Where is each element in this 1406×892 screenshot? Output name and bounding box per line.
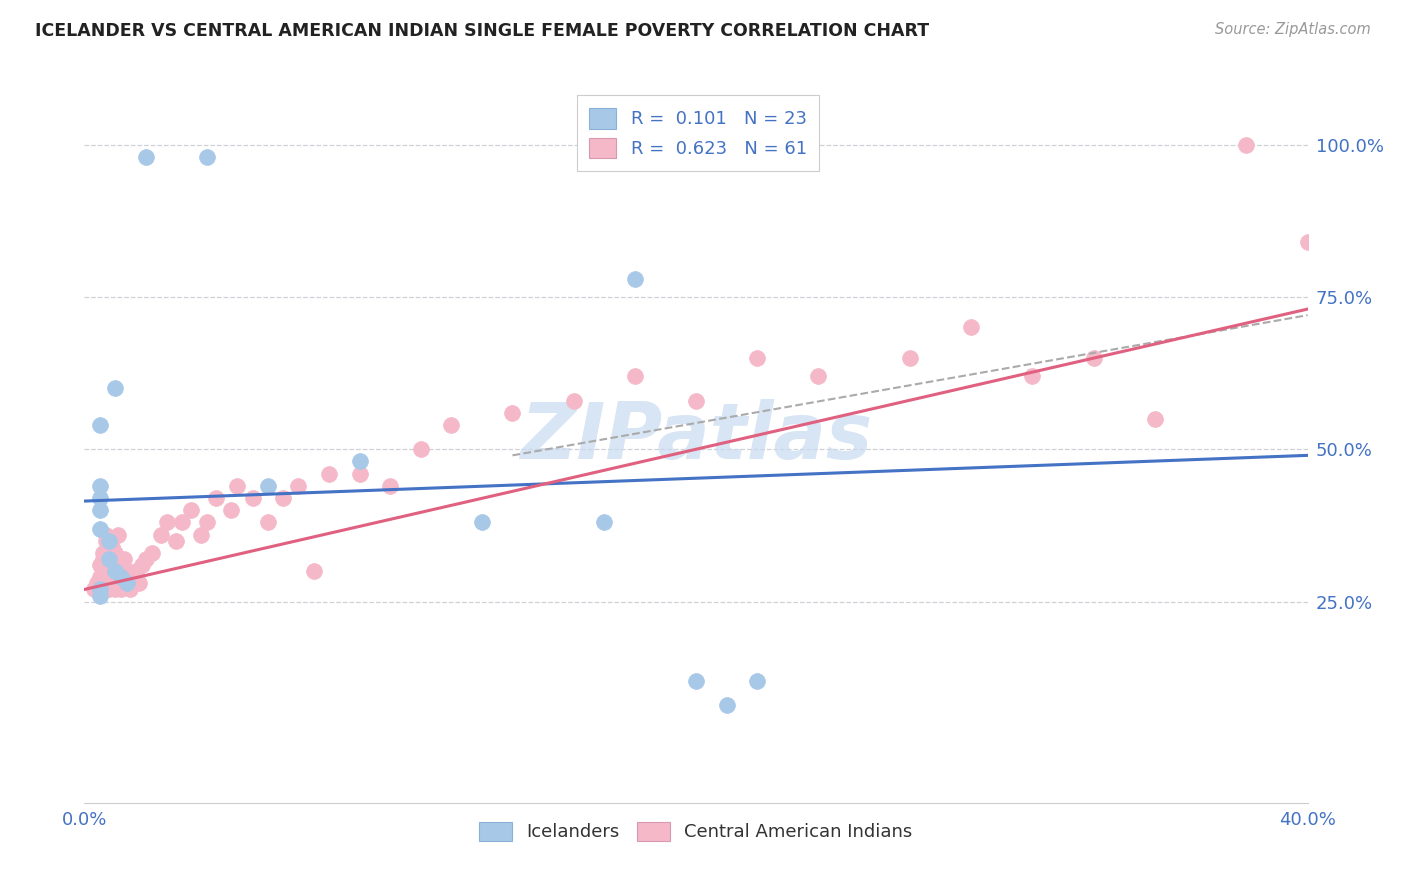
Point: [409, 442, 432, 457]
Legend: Icelanders, Central American Indians: Icelanders, Central American Indians: [472, 814, 920, 848]
Point: [89, 570, 111, 584]
Point: [440, 417, 463, 432]
Point: [94, 533, 117, 548]
Point: [131, 558, 153, 573]
Point: [89, 491, 111, 505]
Point: [195, 150, 218, 164]
Point: [471, 516, 494, 530]
Point: [122, 576, 145, 591]
Point: [89, 417, 111, 432]
Point: [624, 271, 647, 285]
Text: Source: ZipAtlas.com: Source: ZipAtlas.com: [1215, 22, 1371, 37]
Point: [141, 546, 163, 560]
Point: [318, 467, 340, 481]
Point: [624, 369, 647, 384]
Point: [83, 582, 105, 597]
Point: [205, 491, 228, 505]
Point: [135, 552, 157, 566]
Point: [128, 576, 150, 591]
Point: [135, 150, 157, 164]
Point: [716, 698, 738, 713]
Point: [1296, 235, 1319, 249]
Point: [172, 516, 194, 530]
Point: [107, 527, 129, 541]
Point: [97, 552, 120, 566]
Point: [349, 454, 371, 468]
Point: [112, 576, 135, 591]
Point: [593, 516, 616, 530]
Point: [562, 393, 585, 408]
Point: [89, 503, 111, 517]
Point: [190, 527, 212, 541]
Point: [104, 564, 127, 578]
Point: [302, 564, 325, 578]
Point: [257, 516, 280, 530]
Point: [110, 564, 132, 578]
Point: [685, 393, 707, 408]
Point: [120, 582, 142, 597]
Point: [91, 546, 114, 560]
Point: [747, 673, 769, 688]
Point: [1021, 369, 1043, 384]
Point: [94, 527, 117, 541]
Point: [287, 479, 309, 493]
Point: [219, 503, 242, 517]
Point: [97, 533, 120, 548]
Point: [86, 576, 108, 591]
Point: [101, 564, 124, 578]
Point: [960, 320, 983, 334]
Point: [97, 582, 120, 597]
Point: [115, 564, 138, 578]
Point: [156, 516, 179, 530]
Point: [380, 479, 402, 493]
Point: [747, 351, 769, 365]
Point: [807, 369, 830, 384]
Point: [257, 479, 280, 493]
Text: ICELANDER VS CENTRAL AMERICAN INDIAN SINGLE FEMALE POVERTY CORRELATION CHART: ICELANDER VS CENTRAL AMERICAN INDIAN SIN…: [35, 22, 929, 40]
Point: [112, 552, 135, 566]
Point: [104, 381, 127, 395]
Point: [110, 582, 132, 597]
Point: [97, 570, 120, 584]
Point: [149, 527, 172, 541]
Point: [89, 558, 111, 573]
Point: [898, 351, 921, 365]
Point: [165, 533, 187, 548]
Point: [349, 467, 371, 481]
Point: [685, 673, 707, 688]
Point: [101, 540, 124, 554]
Point: [242, 491, 264, 505]
Point: [1143, 412, 1166, 426]
Point: [89, 521, 111, 535]
Point: [502, 406, 524, 420]
Point: [104, 582, 127, 597]
Point: [89, 582, 111, 597]
Point: [180, 503, 202, 517]
Point: [1236, 137, 1258, 152]
Point: [104, 546, 127, 560]
Text: ZIPatlas: ZIPatlas: [520, 399, 872, 475]
Point: [104, 564, 127, 578]
Point: [226, 479, 249, 493]
Point: [195, 516, 218, 530]
Point: [1083, 351, 1105, 365]
Point: [110, 570, 132, 584]
Point: [271, 491, 294, 505]
Point: [89, 589, 111, 603]
Point: [91, 552, 114, 566]
Point: [89, 479, 111, 493]
Point: [125, 564, 148, 578]
Point: [115, 576, 138, 591]
